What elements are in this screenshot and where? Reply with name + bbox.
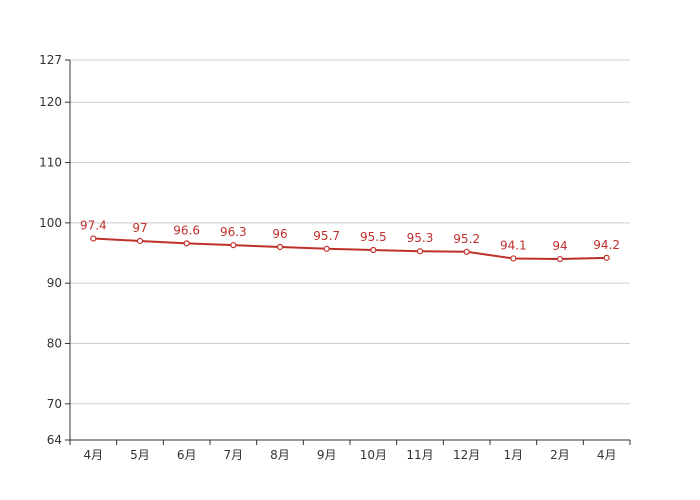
data-point (183, 240, 190, 247)
x-tick-label: 5月 (130, 448, 150, 462)
data-label: 94.2 (593, 238, 620, 252)
data-label: 94.1 (500, 238, 527, 252)
data-label: 95.3 (407, 231, 434, 245)
y-tick-label: 64 (47, 433, 62, 447)
grid-layer (70, 59, 630, 405)
x-tick-label: 4月 (84, 448, 104, 462)
x-tick-label: 9月 (317, 448, 337, 462)
data-point (463, 248, 470, 255)
x-tick-label: 11月 (406, 448, 433, 462)
y-tick-label: 100 (39, 216, 62, 230)
data-point (556, 255, 564, 263)
data-label: 96 (272, 227, 287, 241)
data-label: 95.2 (453, 232, 480, 246)
data-label: 96.3 (220, 225, 247, 239)
x-tick-label: 7月 (224, 448, 244, 462)
data-label: 95.7 (313, 229, 340, 243)
data-point (510, 255, 517, 262)
data-point (370, 246, 377, 254)
data-point (323, 245, 330, 252)
x-tick-label: 4月 (597, 448, 617, 462)
y-tick-label: 80 (47, 336, 62, 350)
data-label: 95.5 (360, 230, 387, 244)
x-tick-label: 10月 (360, 448, 387, 462)
data-label: 96.6 (173, 223, 200, 237)
data-point (603, 254, 610, 261)
data-point (276, 243, 284, 251)
y-tick-label: 127 (39, 53, 62, 67)
series-line (93, 237, 607, 261)
data-label: 94 (552, 239, 567, 253)
y-tick-label: 90 (47, 276, 62, 290)
x-tick-label: 8月 (270, 448, 290, 462)
data-label: 97 (132, 221, 147, 235)
y-tick-label: 120 (39, 95, 62, 109)
data-point (416, 248, 424, 255)
x-tick-label: 1月 (504, 448, 524, 462)
series-layer (90, 235, 610, 263)
data-label-layer: 97.4 97 96.6 96.3 96 95.7 95.5 95.3 95.2 94.1 94 94… (80, 219, 620, 254)
data-point (90, 235, 97, 242)
data-point (230, 242, 237, 249)
axis-layer: 64 70 80 90 100 110 120 127 4月 5月 6月 7月 8月 9月 10月 11月 12… (39, 53, 631, 462)
x-tick-label: 6月 (177, 448, 197, 462)
y-tick-label: 70 (47, 397, 62, 411)
x-tick-label: 12月 (453, 448, 480, 462)
data-point (136, 237, 144, 245)
y-tick-label: 110 (39, 156, 62, 170)
x-tick-label: 2月 (550, 448, 570, 462)
data-label: 97.4 (80, 219, 107, 233)
